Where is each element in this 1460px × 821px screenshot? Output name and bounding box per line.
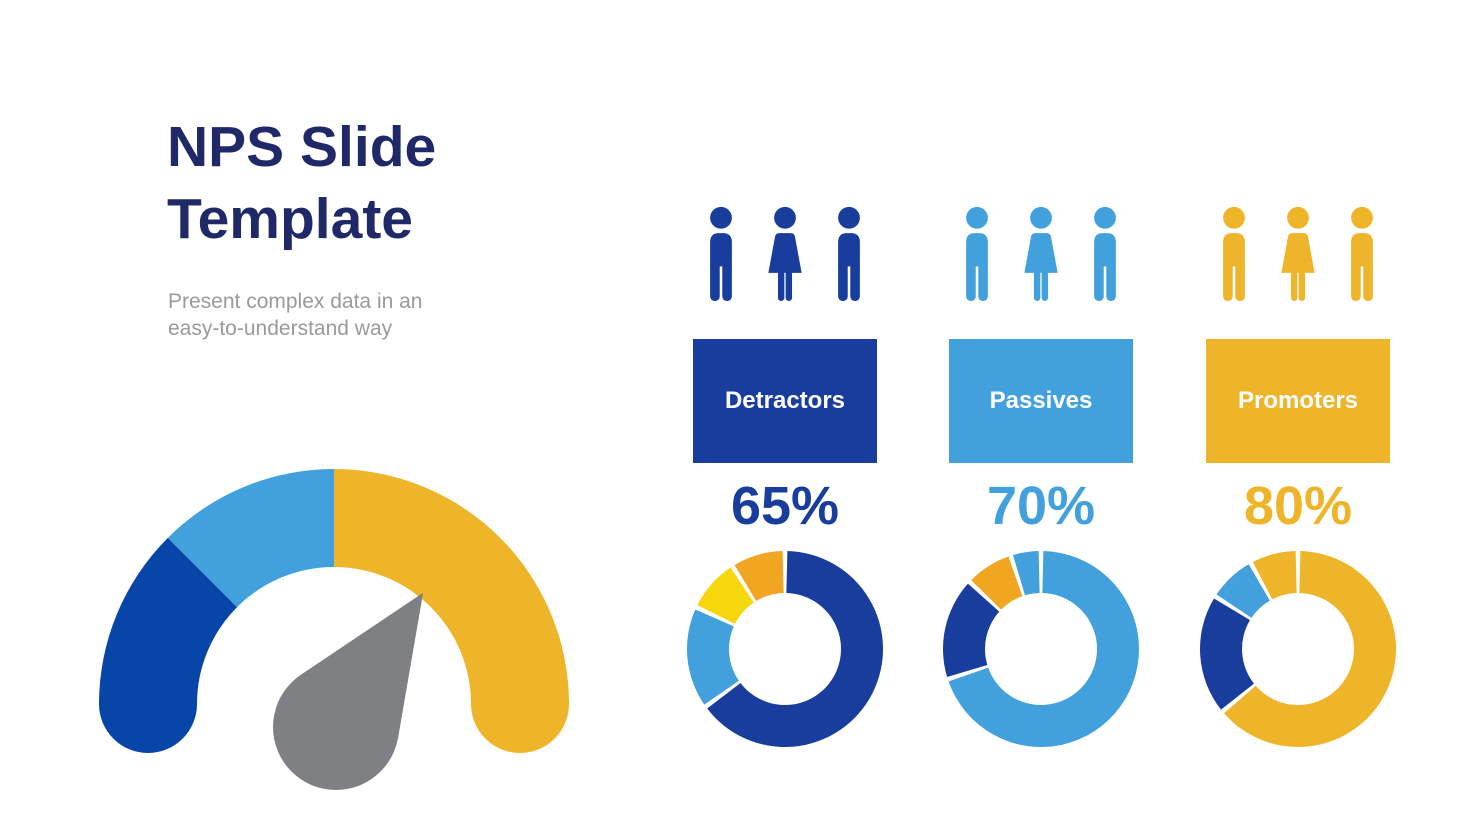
man-icon (817, 205, 881, 307)
woman-icon (1009, 205, 1073, 307)
category-label: Detractors (724, 387, 846, 415)
people-group (945, 205, 1137, 307)
chart-segment (1216, 564, 1270, 618)
people-group (1202, 205, 1394, 307)
subtitle-line-2: easy-to-understand way (168, 317, 393, 341)
chart-segment (943, 583, 1000, 677)
title-line-2: Template (167, 186, 414, 251)
chart-segment (167, 469, 334, 608)
percentage-value: 80% (1243, 476, 1353, 537)
chart-segment (687, 609, 739, 705)
percentage-value: 70% (986, 476, 1096, 537)
people-group (689, 205, 881, 307)
man-icon (1073, 205, 1137, 307)
page-title: NPS Slide Template (167, 112, 436, 256)
gauge-needle (300, 592, 424, 738)
gauge-chart (88, 458, 580, 803)
category-box: Promoters (1206, 339, 1390, 464)
chart-segment (1200, 598, 1254, 710)
chart-segment (334, 469, 569, 704)
column-detractors: Detractors 65% (685, 205, 885, 747)
man-icon (1202, 205, 1266, 307)
chart-segment (1224, 550, 1396, 747)
chart-segment (707, 550, 883, 747)
category-box: Detractors (693, 339, 877, 464)
subtitle: Present complex data in an easy-to-under… (168, 288, 422, 343)
donut-chart (1200, 550, 1396, 747)
donut-chart (687, 550, 883, 747)
man-icon (945, 205, 1009, 307)
donut-chart (943, 550, 1139, 747)
title-line-1: NPS Slide (167, 115, 437, 179)
chart-segment (948, 550, 1139, 747)
chart-segment (697, 567, 754, 624)
subtitle-line-1: Present complex data in an (168, 290, 423, 313)
category-label: Promoters (1237, 387, 1359, 415)
woman-icon (753, 205, 817, 307)
percentage-value: 65% (730, 476, 840, 537)
chart-segment (734, 550, 784, 601)
category-box: Passives (949, 339, 1133, 464)
chart-segment (1013, 550, 1040, 596)
chart-segment (971, 556, 1023, 610)
woman-icon (1266, 205, 1330, 307)
speedometer-gauge-icon (99, 469, 569, 790)
man-icon (689, 205, 753, 307)
column-passives: Passives 70% (941, 205, 1141, 747)
man-icon (1330, 205, 1394, 307)
category-label: Passives (989, 387, 1093, 415)
column-promoters: Promoters 80% (1198, 205, 1398, 747)
chart-segment (1252, 550, 1297, 600)
chart-segment (99, 537, 238, 704)
